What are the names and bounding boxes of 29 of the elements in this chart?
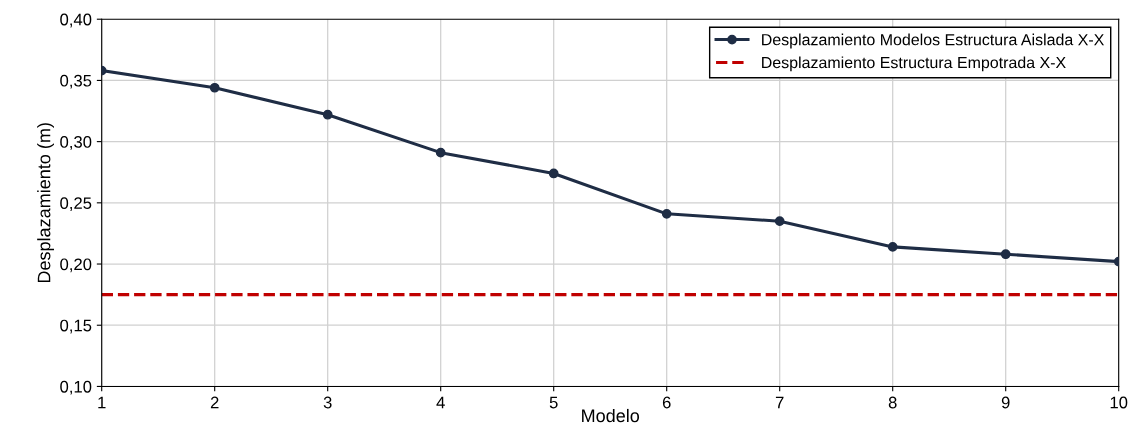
x-tick-label: 9 — [1001, 396, 1010, 409]
point — [209, 82, 220, 93]
x-tick-label: 6 — [662, 396, 671, 409]
y-tick-label: 0,10 — [60, 380, 92, 395]
x-tick-label: 7 — [775, 396, 784, 409]
point — [322, 109, 333, 120]
x-tick-label: 1 — [98, 396, 106, 409]
point — [774, 216, 785, 227]
y-axis-title: Desplazamiento (m) — [37, 123, 54, 283]
y-tick-label: 0,30 — [60, 136, 92, 150]
y-tick-label: 0,35 — [60, 74, 92, 89]
legend-label: Desplazamiento Estructura Empotrada X-X — [762, 56, 1066, 72]
point — [887, 242, 898, 252]
x-tick-label: 3 — [323, 396, 332, 409]
point — [435, 147, 446, 158]
x-tick-label: 5 — [549, 396, 558, 409]
y-tick-label: 0,25 — [60, 197, 92, 211]
point — [548, 168, 559, 179]
legend-label: Desplazamiento Modelos Estructura Aislada X-X — [762, 33, 1105, 49]
y-tick-label: 0,20 — [60, 258, 92, 273]
x-tick-label: 8 — [888, 396, 897, 409]
y-tick-label: 0,15 — [60, 319, 92, 334]
x-tick-label: 4 — [436, 396, 445, 409]
y-tick-label: 0,40 — [60, 13, 92, 28]
x-axis-title: Modelo — [582, 408, 640, 423]
point — [661, 208, 672, 219]
x-tick-label: 10 — [1110, 396, 1128, 409]
point — [1000, 249, 1011, 260]
x-tick-label: 2 — [210, 396, 219, 409]
